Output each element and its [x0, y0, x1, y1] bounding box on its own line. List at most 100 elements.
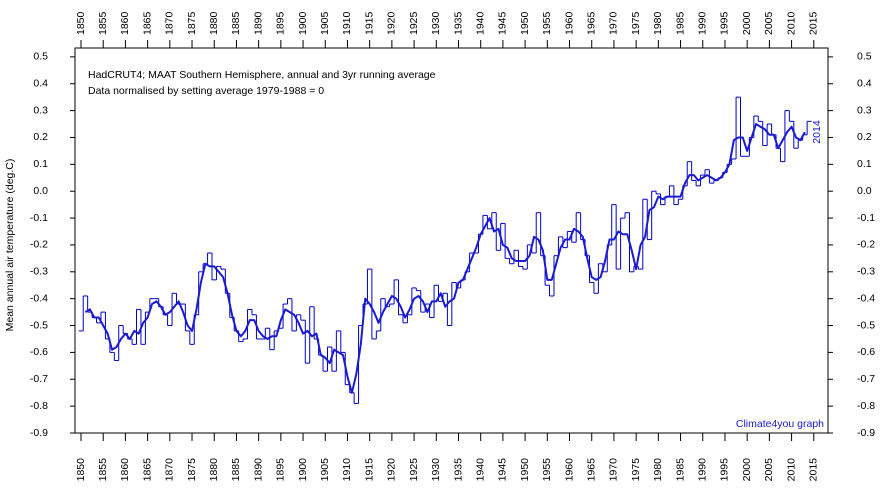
x-tick-label: 2005	[763, 11, 775, 35]
x-tick-label: 1995	[719, 11, 731, 35]
x-tick-label: 1995	[719, 458, 731, 482]
x-tick-label: 1885	[230, 11, 242, 35]
x-tick-label: 1910	[341, 458, 353, 482]
x-tick-label: 1965	[586, 458, 598, 482]
x-tick-label: 1950	[519, 11, 531, 35]
x-tick-label: 1855	[97, 458, 109, 482]
y-tick-label: 0.1	[857, 158, 872, 170]
x-tick-label: 1905	[319, 458, 331, 482]
y-tick-label: -0.6	[30, 346, 48, 358]
x-tick-label: 1890	[252, 458, 264, 482]
x-tick-label: 1850	[75, 458, 87, 482]
y-axis-label: Mean annual air temperature (deg.C)	[4, 159, 16, 332]
y-tick-label: 0.0	[33, 185, 48, 197]
x-tick-label: 2010	[785, 11, 797, 35]
x-tick-label: 1905	[319, 11, 331, 35]
x-tick-label: 1865	[141, 11, 153, 35]
x-tick-label: 2000	[741, 11, 753, 35]
y-tick-label: -0.9	[30, 427, 48, 439]
x-tick-label: 1990	[697, 11, 709, 35]
chart-title: HadCRUT4; MAAT Southern Hemisphere, annu…	[88, 69, 436, 81]
x-tick-label: 1990	[697, 458, 709, 482]
x-tick-label: 1940	[474, 11, 486, 35]
y-tick-label: -0.8	[30, 400, 48, 412]
x-tick-label: 1950	[519, 458, 531, 482]
x-tick-label: 1930	[430, 11, 442, 35]
y-tick-label: -0.7	[857, 373, 875, 385]
running-average-line	[84, 123, 806, 394]
y-tick-label: 0.1	[33, 158, 48, 170]
x-tick-label: 1915	[363, 458, 375, 482]
y-tick-label: -0.8	[857, 400, 875, 412]
x-tick-label: 1925	[408, 458, 420, 482]
x-tick-label: 1895	[275, 458, 287, 482]
x-tick-label: 1980	[652, 11, 664, 35]
x-tick-label: 1875	[186, 11, 198, 35]
x-tick-label: 1985	[674, 11, 686, 35]
y-tick-label: 0.4	[33, 78, 48, 90]
x-tick-label: 2015	[808, 458, 820, 482]
x-tick-label: 1865	[141, 458, 153, 482]
x-tick-label: 1980	[652, 458, 664, 482]
x-tick-label: 1925	[408, 11, 420, 35]
x-tick-label: 1895	[275, 11, 287, 35]
x-tick-label: 1920	[386, 11, 398, 35]
y-tick-label: 0.5	[857, 51, 872, 63]
y-tick-label: -0.7	[30, 373, 48, 385]
credit: Climate4you graph	[736, 418, 824, 430]
y-tick-label: 0.3	[33, 104, 48, 116]
x-tick-label: 2005	[763, 458, 775, 482]
x-tick-label: 2010	[785, 458, 797, 482]
x-tick-label: 1970	[608, 11, 620, 35]
x-tick-label: 1870	[164, 11, 176, 35]
x-tick-label: 1935	[452, 11, 464, 35]
end-year-annotation: 2014	[811, 120, 823, 144]
y-tick-label: -0.1	[30, 212, 48, 224]
x-tick-label: 1945	[497, 11, 509, 35]
x-tick-label: 1860	[119, 11, 131, 35]
x-tick-label: 1850	[75, 11, 87, 35]
x-tick-label: 1875	[186, 458, 198, 482]
x-tick-label: 1965	[586, 11, 598, 35]
x-tick-label: 1935	[452, 458, 464, 482]
x-tick-label: 2000	[741, 458, 753, 482]
y-tick-label: 0.4	[857, 78, 872, 90]
x-tick-label: 1945	[497, 458, 509, 482]
x-tick-label: 1920	[386, 458, 398, 482]
plot-frame	[74, 47, 829, 434]
y-tick-label: -0.5	[30, 319, 48, 331]
x-tick-label: 1955	[541, 458, 553, 482]
x-tick-label: 1880	[208, 11, 220, 35]
y-tick-label: 0.5	[33, 51, 48, 63]
y-tick-label: -0.3	[857, 266, 875, 278]
x-tick-label: 1870	[164, 458, 176, 482]
x-tick-label: 1930	[430, 458, 442, 482]
x-tick-label: 1960	[563, 458, 575, 482]
x-tick-label: 1890	[252, 11, 264, 35]
y-tick-label: -0.2	[857, 239, 875, 251]
x-tick-label: 1855	[97, 11, 109, 35]
y-tick-label: 0.3	[857, 104, 872, 116]
y-tick-label: -0.5	[857, 319, 875, 331]
x-tick-label: 1940	[474, 458, 486, 482]
chart-subtitle: Data normalised by setting average 1979-…	[88, 85, 324, 97]
y-tick-label: -0.4	[30, 292, 48, 304]
x-tick-label: 2015	[808, 11, 820, 35]
x-tick-label: 1900	[297, 11, 309, 35]
y-tick-label: -0.2	[30, 239, 48, 251]
x-tick-label: 1985	[674, 458, 686, 482]
y-tick-label: -0.4	[857, 292, 875, 304]
x-tick-label: 1975	[630, 11, 642, 35]
y-tick-label: 0.2	[857, 131, 872, 143]
y-tick-label: -0.6	[857, 346, 875, 358]
x-tick-label: 1975	[630, 458, 642, 482]
y-tick-label: -0.1	[857, 212, 875, 224]
x-tick-label: 1880	[208, 458, 220, 482]
x-tick-label: 1910	[341, 11, 353, 35]
x-tick-label: 1900	[297, 458, 309, 482]
x-tick-label: 1955	[541, 11, 553, 35]
y-tick-label: 0.2	[33, 131, 48, 143]
x-tick-label: 1915	[363, 11, 375, 35]
y-tick-label: -0.9	[857, 427, 875, 439]
